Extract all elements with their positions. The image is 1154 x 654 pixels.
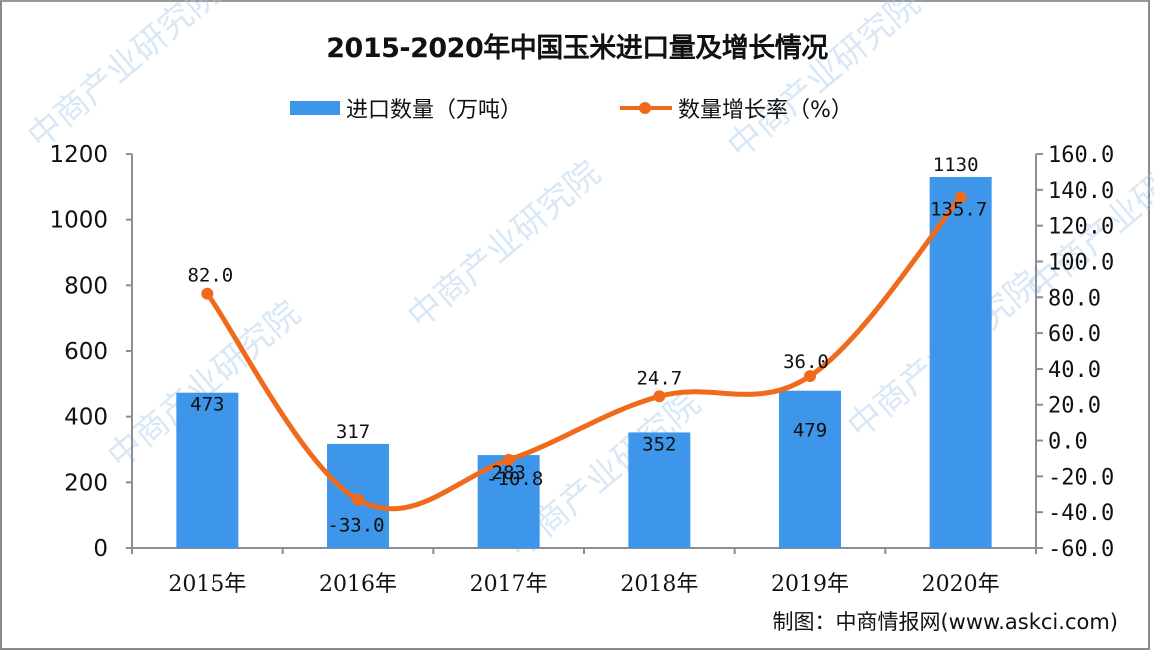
line-marker bbox=[502, 453, 515, 466]
left-axis-tick-label: 0 bbox=[93, 536, 108, 562]
bar-value-label: 352 bbox=[642, 433, 676, 455]
right-axis-tick-label: 100.0 bbox=[1048, 250, 1114, 275]
legend-line-label: 数量增长率（%） bbox=[678, 98, 853, 123]
category-label: 2016年 bbox=[319, 572, 397, 597]
chart-title: 2015-2020年中国玉米进口量及增长情况 bbox=[326, 33, 828, 64]
right-axis-tick-label: 40.0 bbox=[1048, 358, 1101, 383]
line-marker bbox=[201, 287, 214, 300]
watermark-text: 中商产业研究院 bbox=[400, 153, 608, 337]
bar-swatch-icon bbox=[290, 101, 340, 115]
left-axis-tick-label: 1200 bbox=[49, 142, 108, 168]
category-label: 2018年 bbox=[620, 572, 698, 597]
line-value-label: 36.0 bbox=[783, 351, 829, 373]
line-marker bbox=[954, 191, 967, 204]
left-axis-tick-label: 600 bbox=[64, 339, 108, 365]
line-swatch-icon bbox=[620, 101, 672, 115]
line-marker bbox=[653, 390, 666, 403]
bar-value-label: 479 bbox=[793, 420, 827, 442]
left-axis-tick-label: 400 bbox=[64, 405, 108, 431]
line-value-label: -33.0 bbox=[327, 515, 384, 537]
legend-item-bar: 进口数量（万吨） bbox=[290, 92, 522, 124]
bar-value-label: 317 bbox=[336, 421, 370, 443]
line-value-label: 135.7 bbox=[930, 199, 987, 221]
legend-bar-label: 进口数量（万吨） bbox=[346, 98, 523, 123]
bar-value-label: 473 bbox=[190, 394, 224, 416]
line-marker bbox=[352, 493, 364, 506]
right-axis-tick-label: 140.0 bbox=[1048, 179, 1114, 204]
line-marker bbox=[804, 370, 816, 383]
line-value-label: -10.8 bbox=[486, 468, 543, 490]
left-axis-tick-label: 1000 bbox=[49, 208, 108, 234]
right-axis-tick-label: -60.0 bbox=[1048, 537, 1114, 562]
bar-value-label: 283 bbox=[492, 462, 526, 484]
right-axis-tick-label: 80.0 bbox=[1048, 286, 1101, 311]
legend-item-line: 数量增长率（%） bbox=[620, 92, 853, 124]
right-axis-tick-label: 20.0 bbox=[1048, 394, 1101, 419]
category-label: 2020年 bbox=[922, 572, 1000, 597]
bar bbox=[779, 390, 841, 548]
bar bbox=[929, 176, 992, 548]
source-credit: 制图：中商情报网(www.askci.com) bbox=[772, 610, 1118, 634]
line-value-label: 82.0 bbox=[187, 265, 233, 287]
right-axis-tick-label: -40.0 bbox=[1048, 501, 1114, 526]
left-axis-tick-label: 800 bbox=[64, 273, 108, 299]
right-axis-tick-label: -20.0 bbox=[1048, 465, 1114, 490]
right-axis-tick-label: 60.0 bbox=[1048, 322, 1101, 347]
category-label: 2015年 bbox=[168, 572, 246, 597]
category-label: 2019年 bbox=[771, 572, 849, 597]
right-axis-tick-label: 160.0 bbox=[1048, 143, 1114, 168]
right-axis-tick-label: 120.0 bbox=[1048, 215, 1114, 240]
legend: 进口数量（万吨） 数量增长率（%） bbox=[0, 92, 1154, 124]
watermark-text: 中商产业研究院 bbox=[20, 0, 228, 157]
growth-rate-line bbox=[204, 195, 964, 512]
category-label: 2017年 bbox=[470, 572, 548, 597]
line-value-label: 24.7 bbox=[636, 367, 682, 389]
left-axis-tick-label: 200 bbox=[64, 470, 108, 496]
bar bbox=[176, 392, 239, 548]
bar bbox=[628, 432, 691, 548]
bar-value-label: 1130 bbox=[933, 154, 979, 176]
right-axis-tick-label: 0.0 bbox=[1048, 430, 1088, 455]
